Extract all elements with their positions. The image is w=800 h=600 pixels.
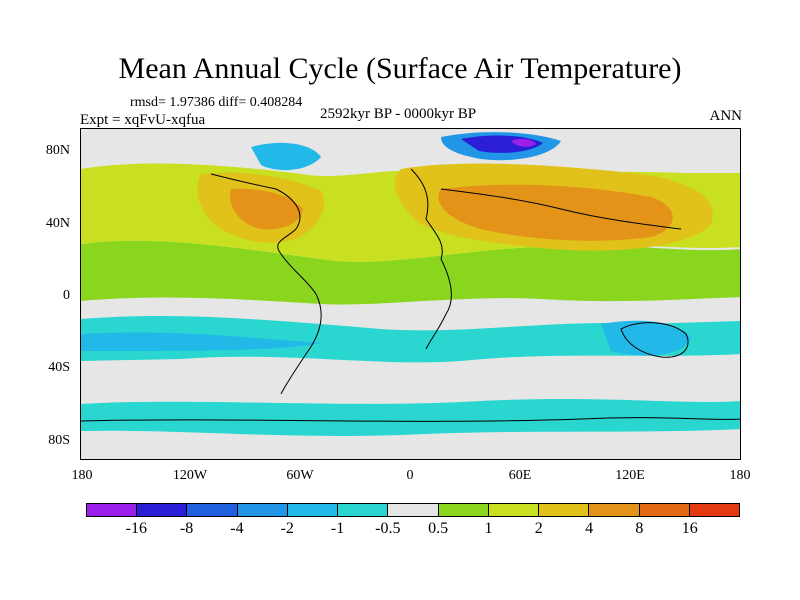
lon-label-60w: 60W <box>286 468 314 483</box>
lat-label-80s: 80S <box>48 433 70 448</box>
greenland-cool <box>251 142 321 171</box>
colorbar-label: -2 <box>280 520 294 537</box>
colorbar-label: -1 <box>330 520 345 537</box>
lon-label-0: 0 <box>406 468 414 483</box>
lon-label-60e: 60E <box>508 468 532 483</box>
colorbar-bin <box>689 504 740 516</box>
colorbar-bin <box>539 504 590 516</box>
coastlines <box>81 168 740 422</box>
lat-label-40n: 40N <box>45 216 70 231</box>
australia-cool <box>601 320 691 356</box>
colorbar-label: -4 <box>230 520 244 537</box>
lat-label-40s: 40S <box>48 360 70 375</box>
colorbar-label: -8 <box>179 520 194 537</box>
colorbar-label: 2 <box>534 520 543 537</box>
colorbar-bin <box>87 504 138 516</box>
south-cool-band <box>81 316 740 363</box>
colorbar-label: -16 <box>125 520 147 537</box>
colorbar-label: -0.5 <box>375 520 401 537</box>
colorbar-bin <box>488 504 540 516</box>
lat-label-80n: 80N <box>45 143 70 158</box>
colorbar-bin <box>589 504 640 516</box>
tropical-band <box>81 240 740 305</box>
lon-label-120e: 120E <box>615 468 645 483</box>
south-pacific-cool <box>81 332 321 351</box>
lon-label-180w: 180 <box>71 468 93 483</box>
plot-title: Mean Annual Cycle (Surface Air Temperatu… <box>118 52 682 85</box>
lon-label-120w: 120W <box>172 468 208 483</box>
period-label: 2592kyr BP - 0000kyr BP <box>320 106 477 122</box>
colorbar-label: 8 <box>635 520 644 537</box>
colorbar <box>86 503 740 517</box>
colorbar-label: 1 <box>484 520 493 537</box>
lon-label-180e: 180 <box>729 468 751 483</box>
colorbar-bin <box>137 504 188 516</box>
eurasia-hot <box>438 184 673 241</box>
colorbar-bin <box>338 504 389 516</box>
colorbar-label: 4 <box>585 520 594 537</box>
colorbar-label: 0.5 <box>428 520 449 537</box>
stats-text: rmsd= 1.97386 diff= 0.408284 <box>130 95 303 110</box>
colorbar-bin <box>639 504 690 516</box>
colorbar-bin <box>187 504 238 516</box>
arctic-coldest <box>511 138 536 147</box>
colorbar-bin <box>388 504 439 516</box>
colorbar-bin <box>438 504 489 516</box>
world-anomaly-map <box>80 128 741 460</box>
antarctic-cool-band <box>81 399 740 436</box>
north-america-hot <box>230 188 303 230</box>
lat-label-0: 0 <box>63 288 70 303</box>
colorbar-bin <box>237 504 288 516</box>
experiment-label: Expt = xqFvU-xqfua <box>80 112 206 128</box>
season-label: ANN <box>709 108 743 124</box>
colorbar-label: 16 <box>681 520 698 537</box>
colorbar-bin <box>287 504 339 516</box>
